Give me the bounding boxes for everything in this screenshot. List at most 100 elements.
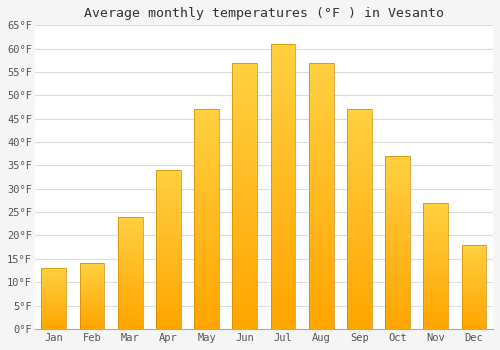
Bar [347, 237, 372, 241]
Bar [385, 274, 410, 277]
Bar [156, 194, 181, 197]
Bar [270, 267, 295, 272]
Bar [194, 172, 219, 175]
Bar [270, 276, 295, 281]
Bar [270, 54, 295, 58]
Bar [194, 237, 219, 241]
Bar [270, 49, 295, 54]
Bar [232, 85, 257, 89]
Bar [270, 324, 295, 329]
Bar [309, 298, 334, 302]
Bar [270, 72, 295, 77]
Bar [42, 301, 66, 302]
Bar [347, 267, 372, 270]
Bar [309, 98, 334, 103]
Bar [424, 236, 448, 238]
Bar [232, 107, 257, 111]
Bar [194, 234, 219, 237]
Bar [194, 267, 219, 270]
Bar [80, 314, 104, 315]
Bar [462, 277, 486, 279]
Bar [385, 173, 410, 176]
Bar [462, 263, 486, 265]
Bar [385, 248, 410, 251]
Bar [309, 85, 334, 89]
Bar [232, 209, 257, 214]
Bar [270, 148, 295, 153]
Bar [424, 316, 448, 319]
Bar [80, 274, 104, 275]
Bar [270, 82, 295, 87]
Bar [424, 228, 448, 230]
Bar [385, 312, 410, 315]
Bar [424, 247, 448, 249]
Bar [347, 318, 372, 322]
Bar [309, 94, 334, 98]
Bar [232, 307, 257, 311]
Bar [194, 128, 219, 131]
Bar [347, 289, 372, 292]
Bar [42, 317, 66, 318]
Bar [194, 230, 219, 234]
Bar [424, 251, 448, 253]
Bar [309, 182, 334, 187]
Bar [194, 322, 219, 325]
Bar [309, 200, 334, 205]
Bar [80, 275, 104, 276]
Bar [42, 282, 66, 284]
Bar [42, 298, 66, 299]
Bar [232, 253, 257, 258]
Bar [270, 196, 295, 201]
Bar [118, 245, 142, 247]
Bar [424, 219, 448, 222]
Bar [309, 169, 334, 174]
Bar [424, 289, 448, 291]
Bar [462, 300, 486, 301]
Bar [156, 231, 181, 233]
Bar [309, 138, 334, 142]
Bar [232, 103, 257, 107]
Bar [232, 214, 257, 218]
Bar [156, 292, 181, 294]
Bar [232, 156, 257, 160]
Bar [42, 323, 66, 324]
Bar [118, 222, 142, 224]
Bar [194, 175, 219, 179]
Bar [385, 309, 410, 312]
Bar [194, 149, 219, 153]
Bar [462, 280, 486, 281]
Bar [194, 226, 219, 230]
Bar [347, 153, 372, 157]
Bar [309, 307, 334, 311]
Bar [309, 227, 334, 231]
Bar [462, 286, 486, 287]
Bar [118, 260, 142, 262]
Bar [462, 245, 486, 329]
Bar [424, 302, 448, 304]
Bar [42, 286, 66, 287]
Bar [309, 320, 334, 324]
Bar [270, 158, 295, 163]
Bar [194, 139, 219, 142]
Bar [270, 248, 295, 253]
Bar [347, 135, 372, 139]
Bar [118, 241, 142, 243]
Bar [385, 243, 410, 245]
Bar [80, 303, 104, 304]
Bar [347, 161, 372, 164]
Bar [385, 266, 410, 268]
Bar [118, 290, 142, 292]
Bar [156, 207, 181, 210]
Bar [309, 187, 334, 191]
Bar [385, 317, 410, 320]
Bar [80, 273, 104, 274]
Bar [347, 172, 372, 175]
Bar [118, 232, 142, 233]
Bar [232, 311, 257, 316]
Bar [424, 318, 448, 321]
Bar [156, 302, 181, 305]
Bar [232, 293, 257, 298]
Bar [462, 250, 486, 252]
Bar [270, 77, 295, 82]
Bar [270, 310, 295, 315]
